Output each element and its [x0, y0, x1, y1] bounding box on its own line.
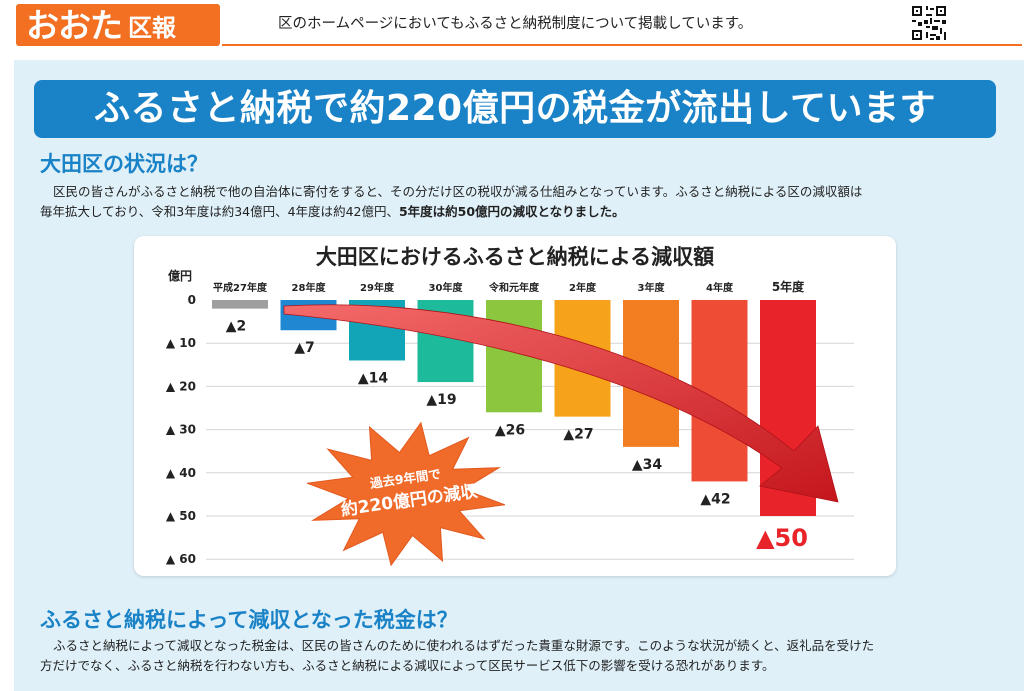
section-status-paragraph: 区民の皆さんがふるさと納税で他の自治体に寄付をすると、その分だけ区の税収が減る仕…	[40, 182, 1010, 222]
category-label: 29年度	[360, 281, 395, 294]
y-axis-unit: 億円	[168, 268, 192, 283]
value-label: ▲14	[358, 370, 389, 386]
logo-main-text: おおた	[26, 5, 123, 45]
paragraph-emphasis: 5年度は約50億円の減収となりました。	[398, 204, 625, 219]
value-label: ▲42	[700, 491, 730, 507]
value-label: ▲26	[495, 422, 525, 438]
page-header: おおた 区報 区のホームページにおいてもふるさと納税制度について掲載しています。	[0, 0, 1024, 50]
logo-sub-text: 区報	[128, 13, 176, 42]
category-label: 3年度	[638, 281, 666, 294]
category-label: 2年度	[569, 281, 597, 294]
category-label: 平成27年度	[213, 281, 268, 294]
value-label: ▲19	[426, 392, 456, 408]
paragraph-line: 毎年拡大しており、令和3年度は約34億円、4年度は約42億円、5年度は約50億円…	[40, 202, 1010, 222]
annotation-starburst: 過去9年間で 約220億円の減収	[306, 421, 506, 567]
value-label: ▲7	[294, 340, 315, 356]
section-heading-lost-tax: ふるさと納税によって減収となった税金は？	[40, 608, 458, 632]
paragraph-line: ふるさと納税によって減収となった税金は、区民の皆さんのために使われるはずだった貴…	[53, 638, 875, 653]
starburst-shape	[306, 421, 506, 567]
revenue-loss-chart: 大田区におけるふるさと納税による減収額 億円 0 ▲ 10 ▲ 20 ▲ 30 ▲ 40…	[166, 245, 854, 567]
category-label: 30年度	[429, 281, 464, 294]
newsletter-logo: おおた 区報	[16, 4, 220, 46]
section-lost-tax-paragraph: ふるさと納税によって減収となった税金は、区民の皆さんのために使われるはずだった貴…	[40, 636, 1010, 676]
qr-code-icon[interactable]	[910, 4, 948, 42]
chart-card: 大田区におけるふるさと納税による減収額 億円 0 ▲ 10 ▲ 20 ▲ 30 ▲ 40…	[134, 236, 896, 576]
value-label: ▲50	[756, 524, 808, 552]
y-tick-label: ▲ 50	[166, 509, 196, 523]
y-tick-label: ▲ 60	[166, 552, 196, 566]
value-label: ▲2	[226, 319, 247, 335]
chart-title: 大田区におけるふるさと納税による減収額	[316, 245, 714, 269]
y-tick-label: ▲ 20	[166, 379, 196, 393]
value-label: ▲27	[563, 427, 593, 443]
trend-arrow	[283, 304, 839, 503]
category-label: 5年度	[772, 279, 805, 294]
section-heading-status: 大田区の状況は？	[40, 152, 208, 176]
header-note: 区のホームページにおいてもふるさと納税制度について掲載しています。	[278, 16, 753, 32]
category-label: 4年度	[706, 281, 734, 294]
value-label: ▲34	[632, 457, 663, 473]
paragraph-text: 毎年拡大しており、令和3年度は約34億円、4年度は約42億円、	[40, 204, 399, 219]
paragraph-line: 区民の皆さんがふるさと納税で他の自治体に寄付をすると、その分だけ区の税収が減る仕…	[53, 184, 863, 199]
category-label: 28年度	[292, 281, 327, 294]
paragraph-line: 方だけでなく、ふるさと納税を行わない方も、ふるさと納税による減収によって区民サー…	[40, 658, 775, 673]
y-tick-label: ▲ 30	[166, 423, 196, 437]
y-tick-label: 0	[188, 293, 196, 307]
headline-banner: ふるさと納税で約220億円の税金が流出しています	[34, 80, 996, 138]
y-tick-label: ▲ 40	[166, 466, 196, 480]
y-tick-label: ▲ 10	[166, 336, 196, 350]
category-label: 令和元年度	[488, 281, 540, 294]
header-rule	[222, 44, 1022, 46]
bar	[212, 300, 268, 309]
